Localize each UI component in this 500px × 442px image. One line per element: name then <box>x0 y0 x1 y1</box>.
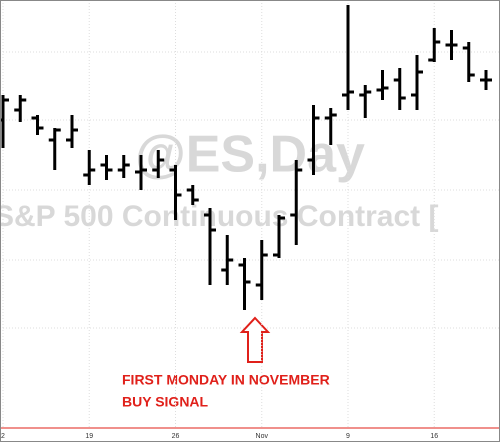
x-tick-label: 9 <box>346 433 350 440</box>
x-tick-label: 16 <box>430 433 438 440</box>
watermark-subtitle: S&P 500 Continuous Contract [ <box>0 200 439 233</box>
annotation: FIRST MONDAY IN NOVEMBER <box>122 372 330 388</box>
annotation: BUY SIGNAL <box>122 394 209 410</box>
x-tick-label: 2 <box>1 433 5 440</box>
x-tick-label: Nov <box>256 433 269 440</box>
x-tick-label: 19 <box>85 433 93 440</box>
watermark: @ES,Day <box>135 126 365 184</box>
x-tick-label: 26 <box>172 433 180 440</box>
